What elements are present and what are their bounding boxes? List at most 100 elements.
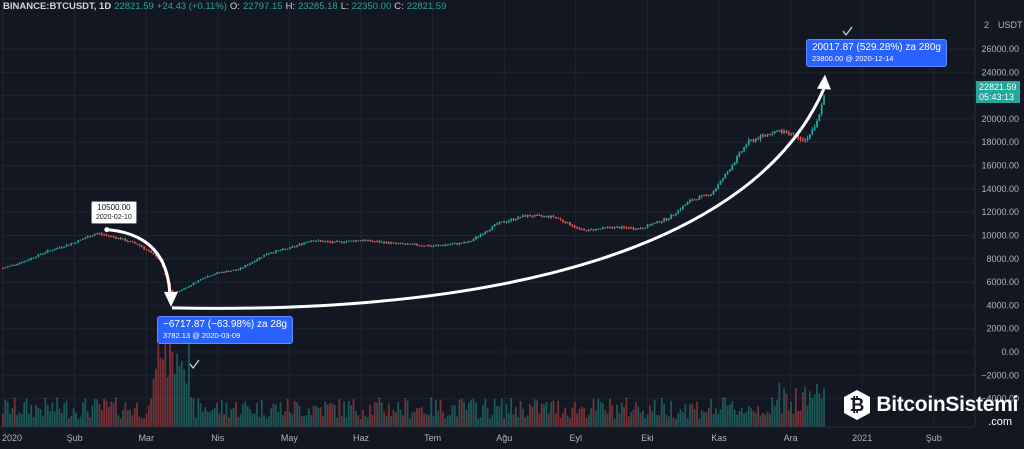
candle-body	[185, 287, 188, 289]
volume-bar	[493, 399, 496, 427]
volume-bar	[202, 411, 204, 427]
volume-bar	[333, 404, 336, 427]
volume-bar	[672, 417, 675, 427]
rise-measure-callout[interactable]: 20017.87 (529.28%) za 280g 23800.00 @ 20…	[806, 39, 947, 67]
symbol-label[interactable]: BINANCE:BTCUSDT, 1D	[3, 1, 112, 12]
volume-bar	[13, 397, 16, 427]
volume-bar	[46, 404, 49, 427]
volume-bar	[260, 399, 263, 427]
volume-bar	[759, 415, 762, 427]
candle-body	[721, 178, 724, 181]
volume-bar	[540, 403, 543, 427]
candle-body	[672, 215, 675, 217]
candle-body	[291, 246, 294, 248]
candle-body	[717, 184, 720, 189]
volume-bar	[394, 412, 397, 427]
drop-measure-callout[interactable]: −6717.87 (−63.98%) za 28g 3782.13 @ 2020…	[157, 316, 293, 344]
candle-body	[439, 245, 442, 247]
volume-bar	[797, 410, 800, 427]
volume-bar	[326, 404, 329, 427]
candle-body	[467, 241, 470, 243]
candle-body	[597, 228, 600, 230]
volume-bar	[658, 415, 661, 427]
candle-body	[44, 252, 47, 254]
volume-bar	[178, 366, 181, 427]
watermark-brand: BitcoinSistemi	[876, 393, 1018, 416]
candle-body	[345, 241, 348, 243]
volume-bar	[507, 413, 510, 427]
volume-bar	[420, 407, 423, 427]
candle-body	[482, 234, 484, 236]
volume-bar	[129, 409, 131, 427]
candle-body	[11, 264, 14, 266]
volume-bar	[512, 414, 515, 427]
candle-body	[747, 139, 750, 145]
candle-body	[267, 253, 270, 255]
candle-body	[804, 139, 807, 141]
candle-body	[18, 262, 21, 265]
open-label: O:	[229, 1, 240, 12]
volume-bar	[187, 332, 190, 427]
candle-body	[103, 234, 106, 236]
candle-body	[533, 214, 536, 217]
peak-price-box[interactable]: 10500.00 2020-02-10	[91, 201, 137, 224]
volume-bar	[517, 417, 520, 427]
volume-bar	[140, 418, 143, 427]
volume-bar	[437, 411, 440, 427]
candle-body	[514, 219, 517, 221]
x-tick-label: Şub	[926, 433, 942, 443]
volume-bar	[220, 399, 223, 427]
volume-bar	[289, 412, 291, 427]
volume-bar	[717, 413, 720, 427]
candle-body	[496, 223, 498, 225]
candle-body	[656, 221, 658, 223]
candle-body	[37, 254, 40, 257]
volume-bar	[336, 417, 338, 427]
rise-measure-sub: 23800.00 @ 2020-12-14	[812, 54, 894, 63]
volume-bar	[609, 398, 611, 427]
volume-bar	[359, 418, 362, 427]
volume-bar	[745, 411, 748, 427]
volume-bar	[637, 406, 640, 427]
candle-body	[512, 219, 515, 221]
candle-body	[623, 226, 625, 228]
candles	[2, 94, 825, 294]
volume-bar	[724, 397, 727, 427]
candle-body	[187, 286, 190, 288]
volume-bar	[82, 402, 84, 427]
volume-bar	[667, 416, 670, 427]
candle-body	[693, 199, 696, 201]
check-icon	[842, 26, 853, 36]
volume-bar	[169, 335, 171, 427]
y-tick-label: 18000.00	[981, 137, 1019, 147]
candle-body	[314, 241, 317, 243]
candle-body	[526, 214, 529, 217]
y-tick-label: 4000.00	[986, 300, 1019, 310]
candle-body	[484, 232, 487, 235]
candle-body	[684, 204, 687, 206]
candle-body	[216, 272, 218, 275]
y-tick-label: 12000.00	[981, 207, 1019, 217]
candle-body	[689, 199, 691, 203]
candle-body	[813, 126, 816, 130]
candle-body	[145, 249, 148, 251]
candle-body	[538, 214, 541, 216]
candle-body	[470, 240, 473, 242]
volume-bar	[380, 402, 383, 427]
candle-body	[326, 241, 329, 243]
candle-body	[416, 243, 418, 246]
volume-bar	[689, 404, 691, 427]
volume-bar	[218, 413, 221, 427]
volume-bar	[482, 405, 484, 427]
candle-body	[195, 282, 197, 284]
volume-bar	[536, 400, 538, 427]
drop-measure-text: −6717.87 (−63.98%) za 28g	[163, 319, 287, 330]
candle-body	[517, 216, 520, 220]
x-tick-label: Haz	[353, 433, 370, 443]
volume-bar	[27, 413, 30, 427]
volume-bar	[256, 403, 258, 427]
volume-bar	[620, 402, 623, 427]
candle-body	[606, 227, 609, 229]
y-tick-label: 16000.00	[981, 161, 1019, 171]
